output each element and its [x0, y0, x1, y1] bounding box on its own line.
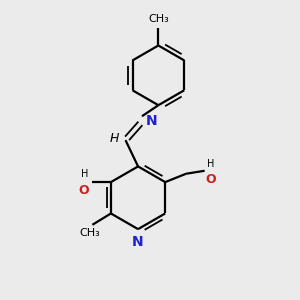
- Text: O: O: [79, 184, 89, 197]
- Text: H: H: [207, 159, 214, 169]
- Text: CH₃: CH₃: [148, 14, 169, 24]
- Text: CH₃: CH₃: [80, 228, 100, 238]
- Text: H: H: [80, 169, 88, 178]
- Text: N: N: [132, 235, 144, 248]
- Text: N: N: [146, 114, 158, 128]
- Text: H: H: [110, 132, 119, 145]
- Text: O: O: [206, 173, 216, 186]
